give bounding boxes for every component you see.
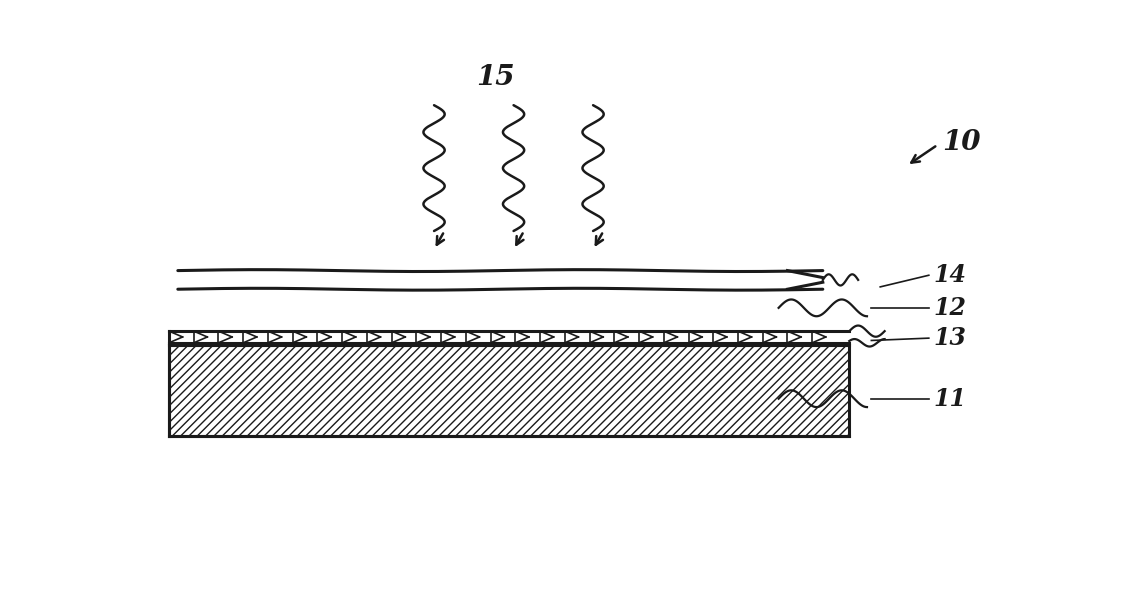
Text: 14: 14 <box>934 263 967 287</box>
Text: 11: 11 <box>934 387 967 411</box>
Text: 10: 10 <box>942 129 980 156</box>
Text: 13: 13 <box>934 326 967 350</box>
Bar <box>169 345 849 436</box>
Text: 15: 15 <box>477 64 515 91</box>
Text: 12: 12 <box>934 296 967 320</box>
